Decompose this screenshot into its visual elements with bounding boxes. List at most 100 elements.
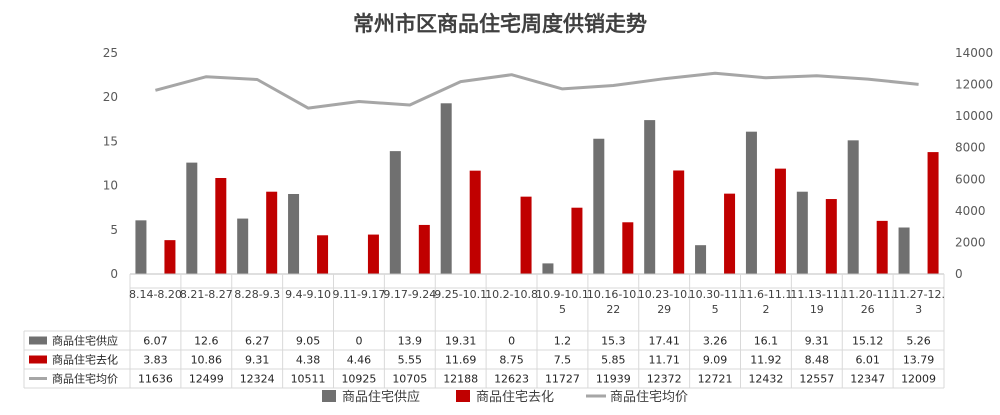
table-cell: 12188 bbox=[443, 373, 478, 386]
bar-sales bbox=[367, 234, 379, 274]
table-cell: 12009 bbox=[901, 373, 936, 386]
table-cell: 16.1 bbox=[754, 335, 779, 348]
table-cell: 4.38 bbox=[296, 354, 321, 367]
bar-sales bbox=[724, 193, 736, 274]
chart-title: 常州市区商品住宅周度供销走势 bbox=[353, 11, 647, 36]
table-cell: 3.83 bbox=[143, 354, 168, 367]
y-right-tick-label: 10000 bbox=[955, 109, 993, 123]
x-tick-label: 8.21-8.27 bbox=[180, 288, 233, 301]
x-tick-label: 3 bbox=[915, 303, 922, 316]
table-cell: 8.48 bbox=[805, 354, 830, 367]
legend-key bbox=[322, 390, 336, 402]
x-tick-label: 9.11-9.17 bbox=[332, 288, 385, 301]
table-cell: 9.31 bbox=[245, 354, 270, 367]
table-cell: 5.55 bbox=[398, 354, 423, 367]
bar-sales bbox=[571, 207, 583, 274]
bar-supply bbox=[135, 220, 147, 274]
table-cell: 13.79 bbox=[903, 354, 935, 367]
table-cell: 15.3 bbox=[601, 335, 626, 348]
table-cell: 3.26 bbox=[703, 335, 728, 348]
bar-sales bbox=[418, 224, 430, 274]
table-cell: 8.75 bbox=[499, 354, 524, 367]
bar-supply bbox=[796, 191, 808, 274]
x-tick-label: 10.16-10. bbox=[587, 288, 640, 301]
table-cell: 7.5 bbox=[554, 354, 572, 367]
y-left-tick-label: 0 bbox=[110, 267, 118, 281]
table-cell: 10705 bbox=[392, 373, 427, 386]
x-tick-label: 8.28-9.3 bbox=[234, 288, 280, 301]
bar-supply bbox=[644, 120, 656, 274]
bar-supply bbox=[898, 227, 910, 274]
table-cell: 12347 bbox=[850, 373, 885, 386]
x-tick-label: 22 bbox=[606, 303, 620, 316]
table-cell: 12.6 bbox=[194, 335, 219, 348]
table-cell: 6.01 bbox=[855, 354, 880, 367]
y-right-tick-label: 12000 bbox=[955, 78, 993, 92]
table-series-name: 商品住宅供应 bbox=[52, 334, 118, 348]
table-series-name: 商品住宅均价 bbox=[52, 372, 118, 386]
x-tick-label: 11.27-12. bbox=[892, 288, 945, 301]
table-cell: 5.85 bbox=[601, 354, 626, 367]
bar-supply bbox=[745, 131, 757, 274]
table-cell: 12324 bbox=[240, 373, 275, 386]
legend-label: 商品住宅去化 bbox=[476, 390, 554, 405]
table-cell: 11727 bbox=[545, 373, 580, 386]
table-cell: 12623 bbox=[494, 373, 529, 386]
bar-sales bbox=[825, 199, 837, 274]
table-cell: 5.26 bbox=[906, 335, 931, 348]
bar-sales bbox=[673, 170, 685, 274]
bar-supply bbox=[186, 162, 198, 274]
table-cell: 6.27 bbox=[245, 335, 270, 348]
table-series-name: 商品住宅去化 bbox=[52, 353, 118, 367]
legend-label: 商品住宅供应 bbox=[342, 389, 420, 405]
x-tick-label: 11.20-11. bbox=[841, 288, 894, 301]
table-cell: 11.69 bbox=[445, 354, 477, 367]
y-right-tick-label: 8000 bbox=[955, 141, 986, 155]
x-tick-label: 10.30-11. bbox=[689, 288, 742, 301]
bar-supply bbox=[237, 218, 249, 274]
bar-sales bbox=[927, 152, 939, 274]
table-cell: 6.07 bbox=[143, 335, 168, 348]
bar-supply bbox=[695, 245, 707, 274]
y-right-tick-label: 14000 bbox=[955, 46, 993, 60]
table-cell: 15.12 bbox=[852, 335, 884, 348]
x-tick-label: 9.17-9.24 bbox=[383, 288, 436, 301]
bar-sales bbox=[266, 191, 278, 274]
table-cell: 10511 bbox=[291, 373, 326, 386]
legend-label: 商品住宅均价 bbox=[610, 390, 688, 405]
x-tick-label: 10.23-10. bbox=[638, 288, 691, 301]
y-left-tick-label: 25 bbox=[103, 46, 118, 60]
table-cell: 9.09 bbox=[703, 354, 728, 367]
line-avg-price bbox=[155, 71, 919, 110]
legend-key bbox=[456, 390, 470, 402]
bar-supply bbox=[389, 151, 401, 274]
x-tick-label: 19 bbox=[810, 303, 824, 316]
table-cell: 10.86 bbox=[191, 354, 223, 367]
bar-sales bbox=[164, 240, 176, 274]
bar-sales bbox=[520, 196, 532, 274]
table-cell: 12432 bbox=[748, 373, 783, 386]
bar-supply bbox=[288, 193, 300, 274]
x-tick-label: 2 bbox=[762, 303, 769, 316]
x-tick-label: 10.2-10.8 bbox=[485, 288, 538, 301]
y-left-tick-label: 15 bbox=[103, 134, 118, 148]
y-left-tick-label: 5 bbox=[110, 223, 118, 237]
table-cell: 17.41 bbox=[648, 335, 680, 348]
table-cell: 10925 bbox=[341, 373, 376, 386]
bar-sales bbox=[622, 222, 634, 274]
bar-supply bbox=[440, 103, 452, 275]
bar-sales bbox=[317, 235, 329, 274]
x-tick-label: 29 bbox=[657, 303, 671, 316]
bar-supply bbox=[593, 138, 605, 274]
x-tick-label: 5 bbox=[712, 303, 719, 316]
bar-sales bbox=[215, 177, 227, 274]
x-tick-label: 11.13-11. bbox=[790, 288, 843, 301]
table-cell: 12372 bbox=[647, 373, 682, 386]
table-cell: 9.31 bbox=[805, 335, 830, 348]
x-tick-label: 9.4-9.10 bbox=[285, 288, 331, 301]
table-cell: 0 bbox=[355, 335, 362, 348]
x-tick-label: 10.9-10.1 bbox=[536, 288, 589, 301]
table-cell: 1.2 bbox=[554, 335, 572, 348]
table-cell: 11636 bbox=[138, 373, 173, 386]
